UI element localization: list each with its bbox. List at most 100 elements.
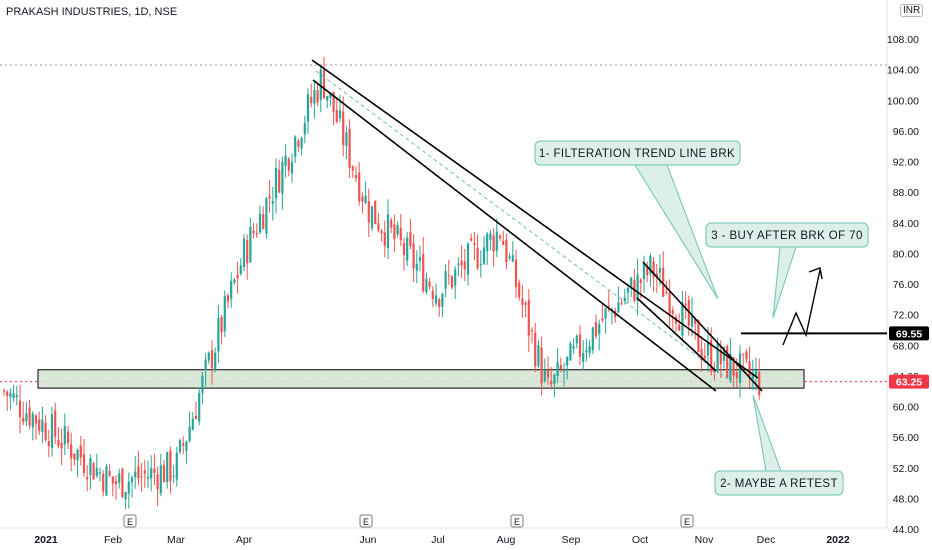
candle xyxy=(278,159,281,194)
candle xyxy=(358,162,361,206)
callout-2[interactable]: 2- MAYBE A RETEST xyxy=(714,394,844,496)
candle xyxy=(428,277,431,290)
candle xyxy=(694,318,697,340)
candle xyxy=(38,411,41,435)
earnings-marker[interactable]: E xyxy=(123,514,137,528)
candle xyxy=(15,385,18,406)
x-tick-label: 2022 xyxy=(826,534,850,546)
currency-badge[interactable]: INR xyxy=(900,4,924,17)
breakout-price-label: 69.55 xyxy=(889,326,929,341)
candle xyxy=(262,206,265,230)
candle xyxy=(105,463,108,496)
callout-1[interactable]: 1- FILTERATION TREND LINE BRK xyxy=(534,140,741,300)
candle xyxy=(297,138,300,153)
candle xyxy=(646,261,649,283)
candle xyxy=(70,432,73,472)
flag-lower-line[interactable] xyxy=(636,297,717,372)
candle xyxy=(438,297,441,317)
projection-path xyxy=(782,269,821,346)
flag-upper-line[interactable] xyxy=(642,261,763,392)
x-tick-label: Jun xyxy=(360,534,377,546)
candle xyxy=(210,340,214,385)
candle xyxy=(409,219,412,250)
candle xyxy=(127,472,130,509)
candle xyxy=(166,451,169,489)
candle xyxy=(463,248,466,282)
x-tick-label: Jul xyxy=(431,534,444,546)
candle xyxy=(172,465,175,484)
candle xyxy=(114,475,118,500)
candle xyxy=(6,390,9,411)
candle xyxy=(450,274,454,290)
candle xyxy=(601,303,604,323)
flag-channel[interactable] xyxy=(636,261,763,392)
candle xyxy=(252,222,255,239)
candle xyxy=(98,467,102,482)
y-tick-label: 44.00 xyxy=(893,524,919,536)
candle xyxy=(476,234,479,271)
candle xyxy=(111,476,114,497)
candle xyxy=(124,491,127,510)
support-zone[interactable] xyxy=(37,369,805,389)
candle xyxy=(399,214,402,246)
candle xyxy=(335,97,338,124)
y-tick-label: 92.00 xyxy=(893,157,919,169)
callout-3-text: 3 - BUY AFTER BRK OF 70 xyxy=(711,230,863,242)
candle xyxy=(668,279,671,327)
candle xyxy=(674,314,678,332)
candle xyxy=(460,245,463,278)
candle xyxy=(425,272,428,295)
trend-channel[interactable] xyxy=(311,59,759,392)
candle xyxy=(60,428,63,465)
candle xyxy=(268,180,271,213)
channel-upper-line[interactable] xyxy=(311,59,759,379)
candle xyxy=(108,464,111,478)
candle xyxy=(527,289,530,352)
callout-3[interactable]: 3 - BUY AFTER BRK OF 70 xyxy=(705,222,869,319)
candle xyxy=(758,358,761,400)
earnings-marker[interactable]: E xyxy=(510,514,524,528)
candle xyxy=(204,353,207,387)
candle xyxy=(233,277,236,285)
candle xyxy=(140,462,143,492)
candle xyxy=(322,57,326,100)
candle xyxy=(300,136,303,156)
candle xyxy=(508,252,511,261)
candle xyxy=(700,336,703,372)
candle xyxy=(2,388,6,396)
earnings-marker[interactable]: E xyxy=(680,514,694,528)
candle xyxy=(588,339,591,358)
candle xyxy=(569,341,572,361)
x-tick-label: 2021 xyxy=(34,534,58,546)
candle xyxy=(226,293,230,309)
x-tick-label: Sep xyxy=(562,534,581,546)
x-tick-label: Oct xyxy=(632,534,648,546)
candle xyxy=(546,356,550,385)
candle xyxy=(556,348,559,384)
candle xyxy=(447,259,450,285)
time-axis[interactable]: 2021 Feb Mar Apr Jun Jul Aug Sep Oct Nov Dec 2022 xyxy=(34,534,850,546)
candle xyxy=(412,234,415,282)
candle xyxy=(518,279,521,301)
candle xyxy=(434,283,438,307)
price-axis[interactable]: 108.00 104.00 100.00 96.00 92.00 88.00 84.00 80… xyxy=(887,34,919,536)
candle xyxy=(345,125,348,160)
candle xyxy=(121,467,124,499)
candle xyxy=(342,96,345,157)
candle xyxy=(585,338,588,362)
candle xyxy=(34,414,38,440)
candle xyxy=(540,336,543,396)
candle xyxy=(188,411,191,443)
candle xyxy=(201,371,204,404)
candle xyxy=(604,307,607,334)
candle xyxy=(454,266,457,299)
candle xyxy=(511,241,514,263)
candle xyxy=(73,453,76,466)
candle xyxy=(524,301,527,318)
candle xyxy=(57,427,60,449)
channel-lower-line[interactable] xyxy=(312,79,717,392)
earnings-marker[interactable]: E xyxy=(359,514,373,528)
x-tick-label: Nov xyxy=(695,534,714,546)
candle xyxy=(18,384,22,434)
